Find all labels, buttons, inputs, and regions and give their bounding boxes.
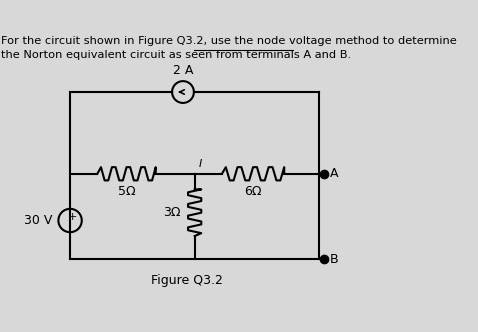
Text: B: B (330, 253, 339, 266)
Text: +: + (68, 212, 77, 222)
Text: I: I (198, 159, 202, 169)
Text: 6Ω: 6Ω (244, 185, 262, 198)
Text: 30 V: 30 V (24, 214, 53, 227)
Text: For the circuit shown in Figure Q3.2, use the node voltage method to determine: For the circuit shown in Figure Q3.2, us… (1, 36, 456, 45)
Text: 2 A: 2 A (173, 64, 193, 77)
Text: A: A (330, 167, 339, 180)
Text: 5Ω: 5Ω (118, 185, 135, 198)
Text: Figure Q3.2: Figure Q3.2 (151, 274, 223, 287)
Text: 3Ω: 3Ω (163, 206, 181, 219)
Text: the Norton equivalent circuit as seen from terminals A and B.: the Norton equivalent circuit as seen fr… (1, 50, 351, 60)
